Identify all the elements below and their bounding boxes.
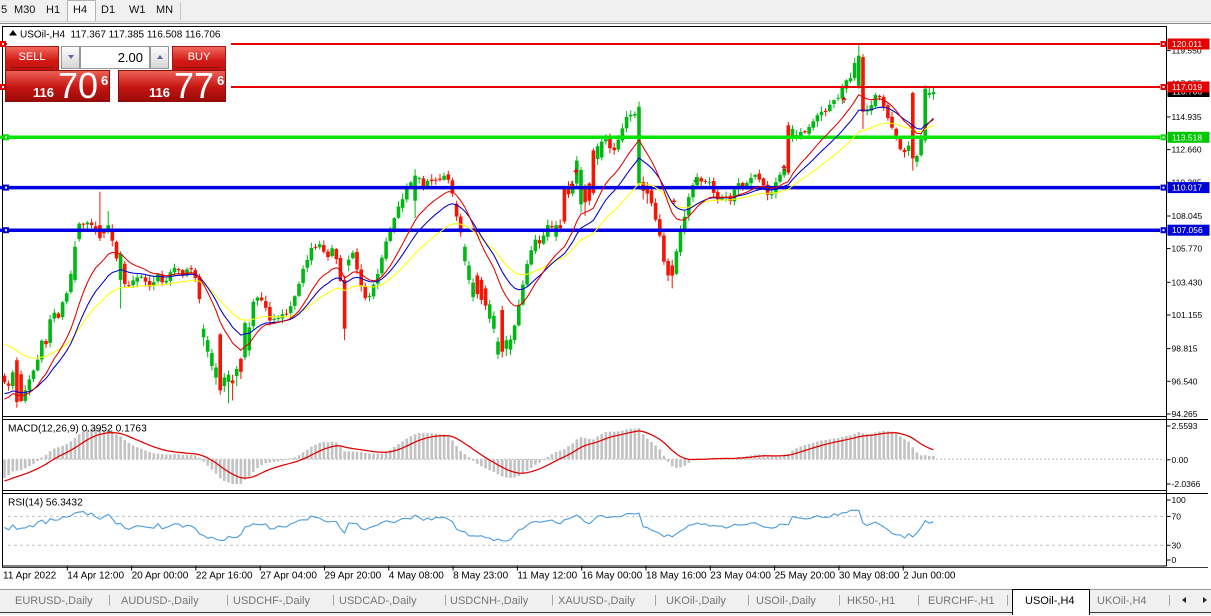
svg-text:-2.0366: -2.0366: [1172, 479, 1201, 489]
svg-text:70: 70: [1172, 511, 1182, 521]
svg-text:105.770: 105.770: [1172, 244, 1203, 254]
svg-text:103.430: 103.430: [1172, 277, 1203, 287]
svg-text:94.265: 94.265: [1172, 409, 1198, 419]
svg-text:117.019: 117.019: [1172, 82, 1202, 92]
svg-text:11 Apr 2022: 11 Apr 2022: [3, 571, 57, 582]
svg-text:2 Jun 00:00: 2 Jun 00:00: [903, 571, 956, 582]
svg-text:14 Apr 12:00: 14 Apr 12:00: [67, 571, 124, 582]
svg-text:120.011: 120.011: [1172, 39, 1202, 49]
svg-text:USOil-,H4: USOil-,H4: [20, 30, 65, 41]
svg-text:0.00: 0.00: [1172, 455, 1189, 465]
svg-text:16 May 00:00: 16 May 00:00: [582, 571, 643, 582]
svg-text:98.815: 98.815: [1172, 344, 1198, 354]
svg-text:11 May 12:00: 11 May 12:00: [517, 571, 577, 582]
svg-text:8 May 23:00: 8 May 23:00: [453, 571, 508, 582]
svg-text:113.518: 113.518: [1172, 132, 1202, 142]
svg-text:4 May 08:00: 4 May 08:00: [389, 571, 444, 582]
svg-text:119.550: 119.550: [1172, 46, 1202, 56]
svg-text:30: 30: [1172, 540, 1182, 550]
svg-text:100: 100: [1172, 495, 1186, 505]
svg-text:29 Apr 20:00: 29 Apr 20:00: [325, 571, 382, 582]
svg-text:2.5593: 2.5593: [1172, 421, 1198, 431]
svg-text:23 May 04:00: 23 May 04:00: [710, 571, 771, 582]
svg-text:108.045: 108.045: [1172, 211, 1203, 221]
svg-text:101.155: 101.155: [1172, 310, 1203, 320]
svg-text:RSI(14) 56.3432: RSI(14) 56.3432: [8, 498, 83, 509]
svg-text:20 Apr 00:00: 20 Apr 00:00: [132, 571, 189, 582]
svg-text:112.660: 112.660: [1172, 145, 1202, 155]
svg-text:25 May 20:00: 25 May 20:00: [775, 571, 836, 582]
svg-text:MACD(12,26,9) 0.3952 0.1763: MACD(12,26,9) 0.3952 0.1763: [8, 424, 147, 435]
svg-text:117.367 117.385 116.508 116.70: 117.367 117.385 116.508 116.706: [71, 30, 221, 41]
svg-text:96.540: 96.540: [1172, 376, 1198, 386]
svg-text:30 May 08:00: 30 May 08:00: [839, 571, 900, 582]
svg-text:107.056: 107.056: [1172, 225, 1203, 235]
svg-text:22 Apr 16:00: 22 Apr 16:00: [196, 571, 253, 582]
svg-text:0: 0: [1172, 555, 1177, 565]
svg-text:110.017: 110.017: [1172, 183, 1202, 193]
svg-text:18 May 16:00: 18 May 16:00: [646, 571, 707, 582]
svg-text:114.935: 114.935: [1172, 112, 1202, 122]
svg-text:27 Apr 04:00: 27 Apr 04:00: [260, 571, 317, 582]
